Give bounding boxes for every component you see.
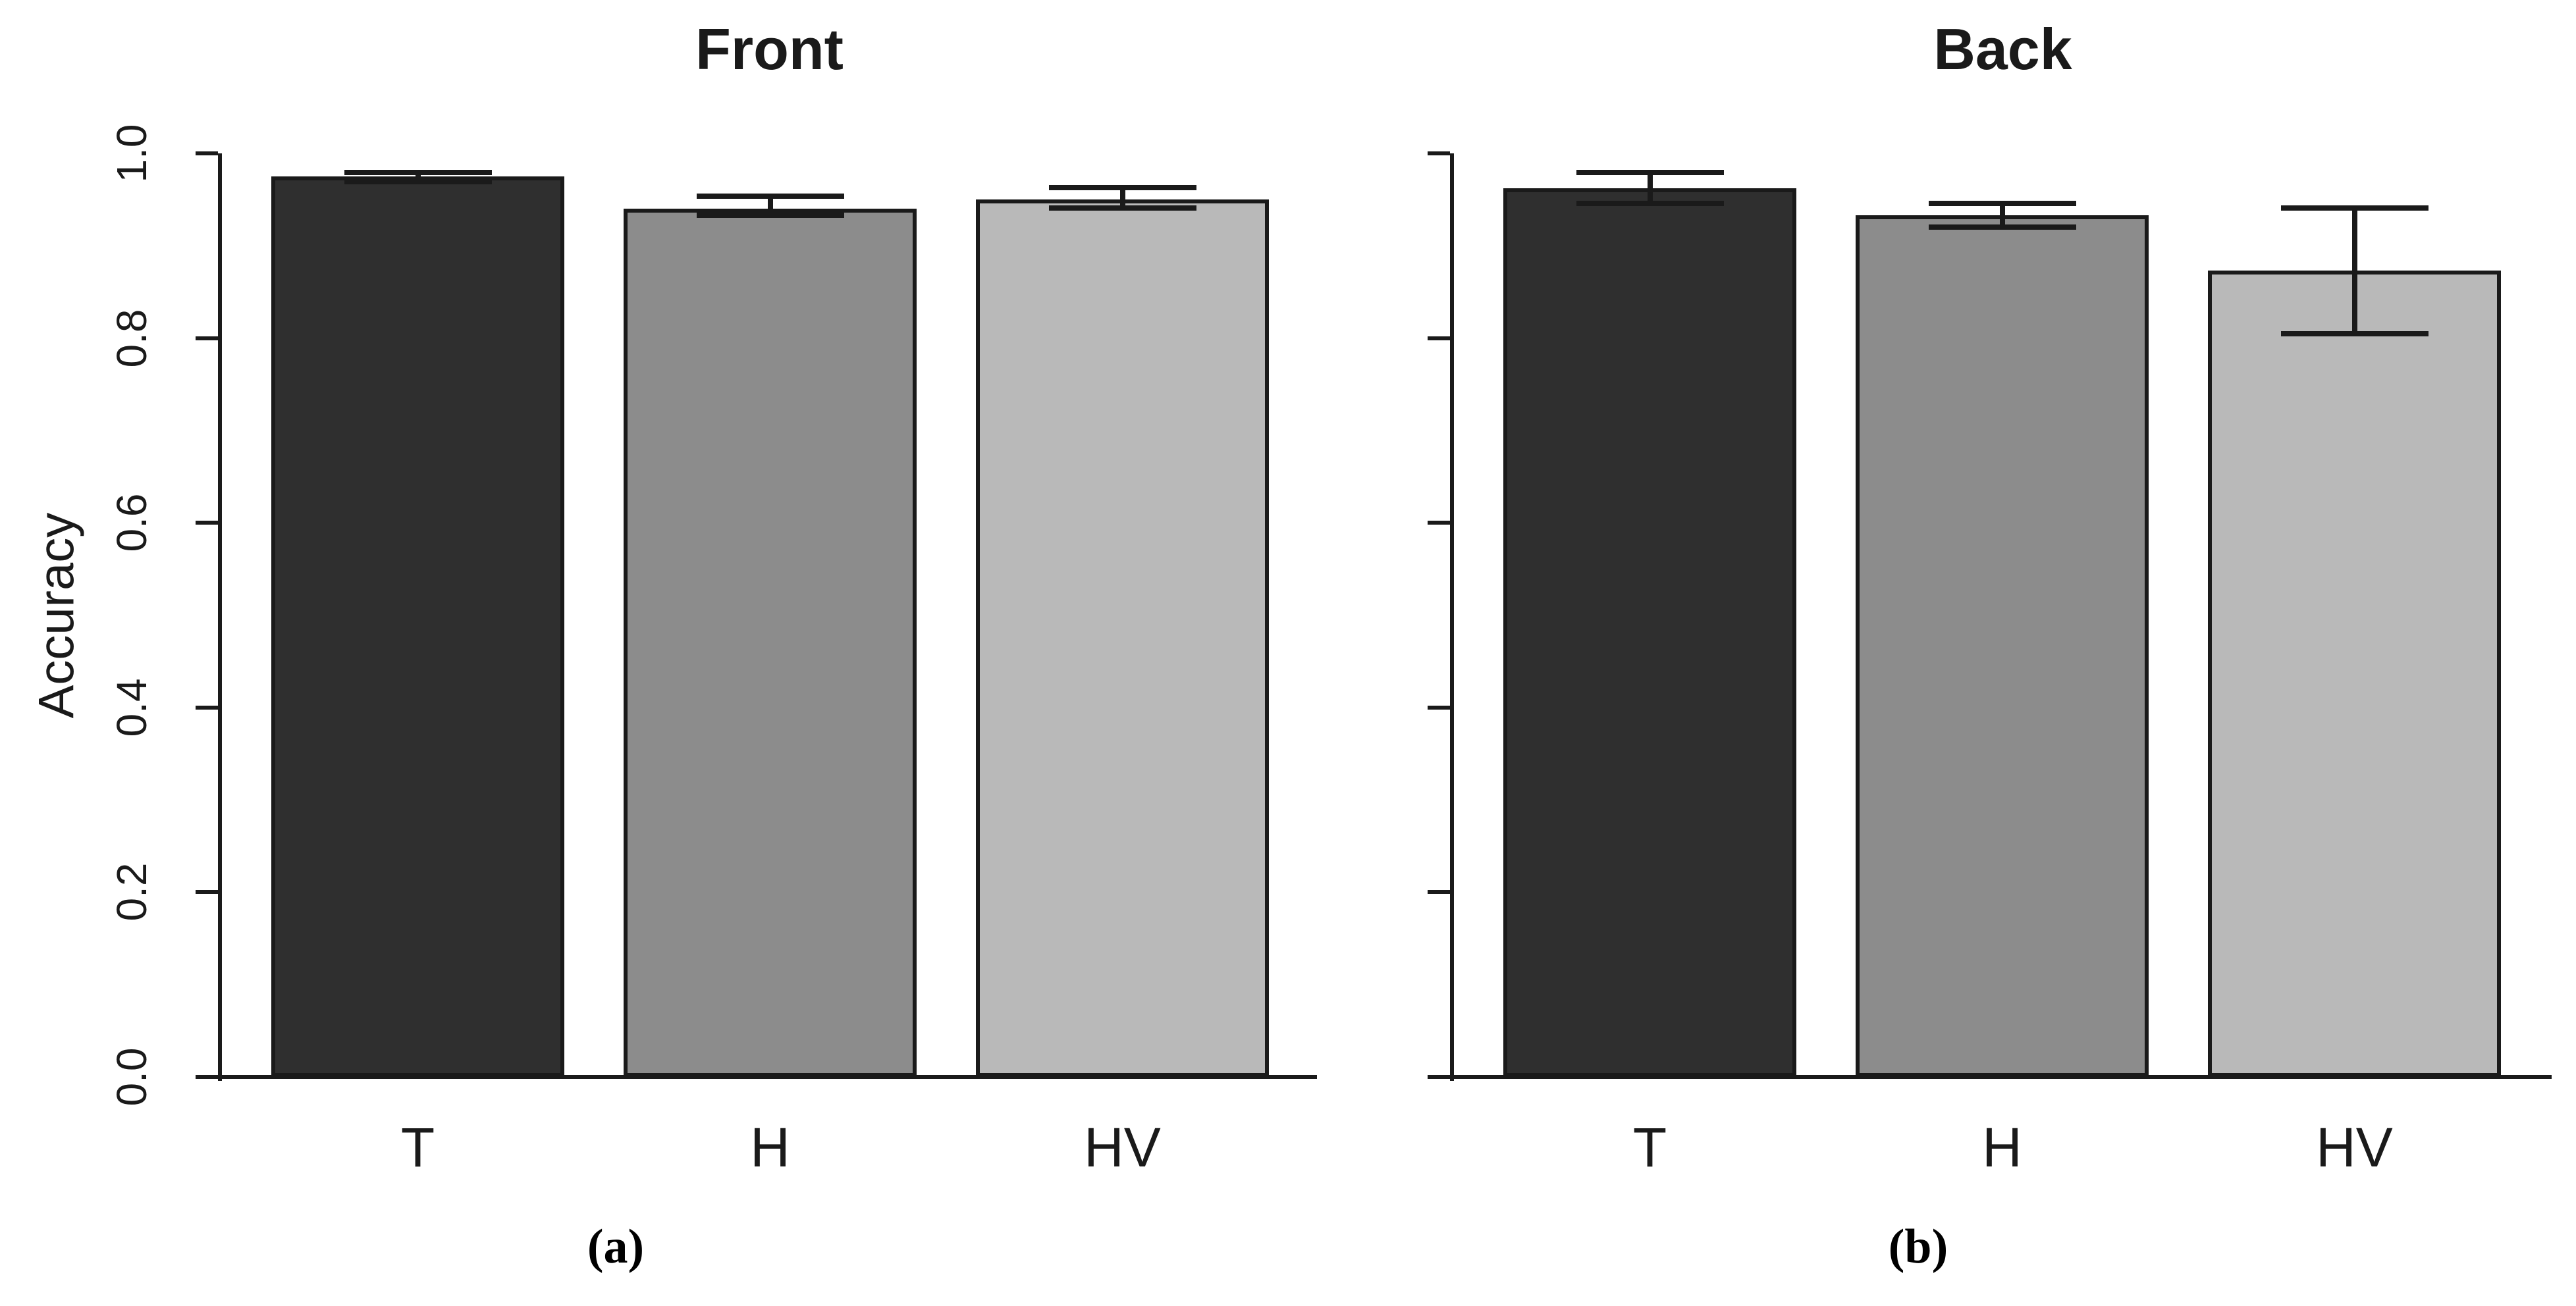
y-axis-line	[218, 153, 222, 1081]
error-bar-cap-bottom	[1048, 205, 1196, 211]
error-bar-cap-bottom	[696, 213, 844, 218]
y-axis-tick	[196, 1075, 218, 1079]
bar-hv	[2208, 271, 2501, 1077]
y-tick-label: 0.4	[108, 678, 155, 737]
error-bar-cap-bottom	[1576, 200, 1724, 206]
panel-caption: (b)	[1888, 1220, 1948, 1274]
error-bar-cap-bottom	[344, 179, 492, 185]
error-bar-cap-top	[1928, 200, 2076, 206]
bar-h	[1856, 215, 2149, 1077]
y-tick-label: 0.2	[108, 862, 155, 922]
y-axis-tick	[1428, 1075, 1450, 1079]
panel-title: Front	[695, 16, 844, 82]
x-tick-label-h: H	[750, 1116, 790, 1178]
error-bar-cap-top	[1576, 170, 1724, 176]
y-tick-label: 0.6	[108, 493, 155, 552]
bar-hv	[976, 199, 1269, 1077]
bar-h	[624, 209, 917, 1077]
error-bar-line	[1999, 203, 2005, 228]
error-bar-cap-top	[344, 170, 492, 176]
error-bar-line	[767, 196, 773, 215]
panel-title: Back	[1933, 16, 2072, 82]
y-axis-tick	[1428, 705, 1450, 710]
bar-t	[1503, 188, 1796, 1077]
y-axis-tick	[196, 890, 218, 895]
y-tick-label: 0.8	[108, 309, 155, 368]
bar-t	[271, 176, 564, 1077]
error-bar-line	[415, 172, 421, 182]
y-axis-tick	[1428, 336, 1450, 340]
x-tick-label-h: H	[1982, 1116, 2022, 1178]
y-axis-line	[1450, 153, 1454, 1081]
x-tick-label-hv: HV	[2316, 1116, 2393, 1178]
y-axis-tick	[196, 336, 218, 340]
y-axis-tick	[196, 521, 218, 525]
panel-caption: (a)	[587, 1220, 645, 1274]
error-bar-line	[1647, 172, 1653, 203]
error-bar-line	[1119, 187, 1125, 208]
x-tick-label-t: T	[1632, 1116, 1667, 1178]
x-tick-label-t: T	[400, 1116, 435, 1178]
y-axis-tick	[1428, 890, 1450, 895]
y-tick-label: 0.0	[108, 1047, 155, 1107]
error-bar-cap-bottom	[1928, 224, 2076, 230]
error-bar-cap-bottom	[2280, 330, 2428, 336]
y-tick-label: 1.0	[108, 124, 155, 183]
y-axis-tick	[196, 151, 218, 155]
y-axis-tick	[1428, 521, 1450, 525]
x-tick-label-hv: HV	[1084, 1116, 1161, 1178]
error-bar-cap-top	[696, 193, 844, 199]
error-bar-cap-top	[2280, 205, 2428, 211]
y-axis-title: Accuracy	[28, 512, 85, 718]
error-bar-line	[2351, 207, 2357, 334]
y-axis-tick	[1428, 151, 1450, 155]
y-axis-tick	[196, 705, 218, 710]
x-axis-line	[1450, 1075, 2552, 1079]
error-bar-cap-top	[1048, 184, 1196, 190]
x-axis-line	[218, 1075, 1317, 1079]
